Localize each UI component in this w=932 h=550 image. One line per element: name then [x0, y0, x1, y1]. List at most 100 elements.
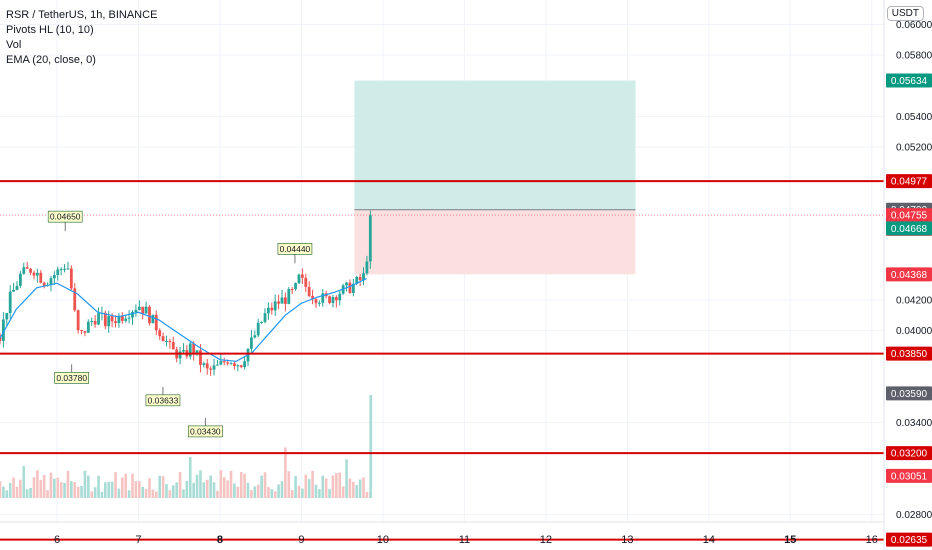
- volume-bar: [107, 481, 111, 498]
- y-tick-label: 0.05200: [896, 142, 932, 153]
- candle: [260, 321, 264, 323]
- volume-bar: [321, 475, 325, 498]
- volume-bar: [311, 470, 314, 498]
- candle: [290, 289, 294, 291]
- candle: [141, 306, 145, 314]
- volume-bar: [66, 470, 70, 498]
- volume-bar: [199, 470, 202, 498]
- x-tick-label: 12: [540, 534, 552, 546]
- pivots-indicator-label[interactable]: Pivots HL (10, 10): [6, 24, 94, 36]
- candle: [12, 289, 15, 292]
- volume-bar: [314, 484, 318, 498]
- y-tick-label: 0.02800: [896, 510, 932, 521]
- volume-bar: [195, 474, 199, 498]
- volume-bar: [188, 456, 192, 498]
- candle: [15, 285, 19, 290]
- candle: [294, 283, 297, 290]
- candle: [144, 306, 148, 314]
- y-tick-label: 0.05400: [896, 112, 932, 123]
- candle: [110, 316, 114, 322]
- volume-bar: [260, 475, 263, 498]
- volume-bar: [165, 484, 168, 498]
- volume-bar: [348, 478, 352, 498]
- candle: [63, 268, 66, 270]
- candle: [1, 319, 5, 341]
- candle: [151, 314, 155, 324]
- volume-bar: [369, 395, 373, 498]
- candle: [314, 299, 318, 304]
- volume-bar: [63, 482, 66, 498]
- volume-bar: [239, 472, 243, 498]
- volume-bar: [49, 472, 53, 498]
- candle: [83, 331, 87, 333]
- volume-bar: [304, 474, 308, 498]
- pivot-label-box: [54, 372, 89, 384]
- volume-bar: [59, 482, 63, 498]
- volume-bar: [246, 482, 250, 498]
- candle: [127, 317, 131, 319]
- price-label: 0.03051: [891, 471, 928, 482]
- candle: [32, 272, 36, 276]
- candle: [86, 321, 90, 333]
- y-tick-label: 0.03400: [896, 418, 932, 429]
- volume-bar: [42, 474, 46, 498]
- currency-button[interactable]: USDT: [886, 6, 924, 21]
- x-tick-label: 7: [135, 534, 141, 546]
- x-tick-label: 14: [703, 534, 715, 546]
- volume-bar: [226, 480, 229, 498]
- volume-bar: [90, 491, 94, 498]
- pivot-label: 0.04440: [280, 244, 311, 254]
- volume-bar: [141, 486, 144, 498]
- volume-bar: [277, 484, 280, 498]
- candle: [243, 361, 247, 368]
- candle: [348, 282, 352, 293]
- volume-bar: [328, 488, 331, 498]
- volume-bar: [192, 482, 195, 498]
- volume-bar: [5, 490, 9, 498]
- pivot-label: 0.03633: [148, 395, 179, 405]
- candle: [331, 297, 335, 303]
- candle: [134, 309, 138, 313]
- ema-indicator-label[interactable]: EMA (20, close, 0): [6, 54, 96, 66]
- candle: [182, 350, 185, 352]
- candle: [35, 272, 39, 276]
- volume-bar: [148, 478, 151, 498]
- price-label-box: [886, 267, 932, 282]
- pivot-label: 0.03430: [190, 426, 221, 436]
- candle: [154, 314, 158, 331]
- x-tick-label: 16: [866, 534, 878, 546]
- volume-bar: [158, 475, 161, 498]
- volume-bar: [212, 482, 216, 498]
- volume-bar: [83, 470, 87, 498]
- y-tick-label: 0.04000: [896, 326, 932, 337]
- price-label-box: [886, 346, 932, 361]
- volume-bar: [100, 491, 104, 498]
- volume-bar: [273, 491, 277, 498]
- candle: [148, 306, 151, 324]
- candle: [277, 301, 280, 304]
- price-label: 0.03200: [891, 449, 928, 460]
- volume-bar: [171, 485, 175, 498]
- volume-bar: [229, 470, 233, 498]
- candle: [233, 363, 236, 366]
- candle: [117, 315, 121, 324]
- candle: [334, 297, 338, 301]
- volume-bar: [362, 477, 365, 498]
- candle: [76, 310, 80, 331]
- volume-bar: [253, 486, 257, 498]
- candle: [253, 335, 257, 338]
- symbol-title[interactable]: RSR / TetherUS, 1h, BINANCE: [6, 9, 158, 21]
- candle: [120, 315, 124, 321]
- candle: [345, 282, 348, 286]
- volume-bar: [297, 485, 301, 498]
- price-label-box: [886, 532, 932, 547]
- volume-indicator-label[interactable]: Vol: [6, 39, 22, 51]
- volume-bar: [182, 489, 185, 498]
- candle: [8, 291, 12, 314]
- candle: [205, 363, 209, 369]
- volume-bar: [335, 472, 338, 498]
- candle: [267, 307, 270, 314]
- candle: [202, 363, 206, 365]
- candle: [29, 268, 32, 273]
